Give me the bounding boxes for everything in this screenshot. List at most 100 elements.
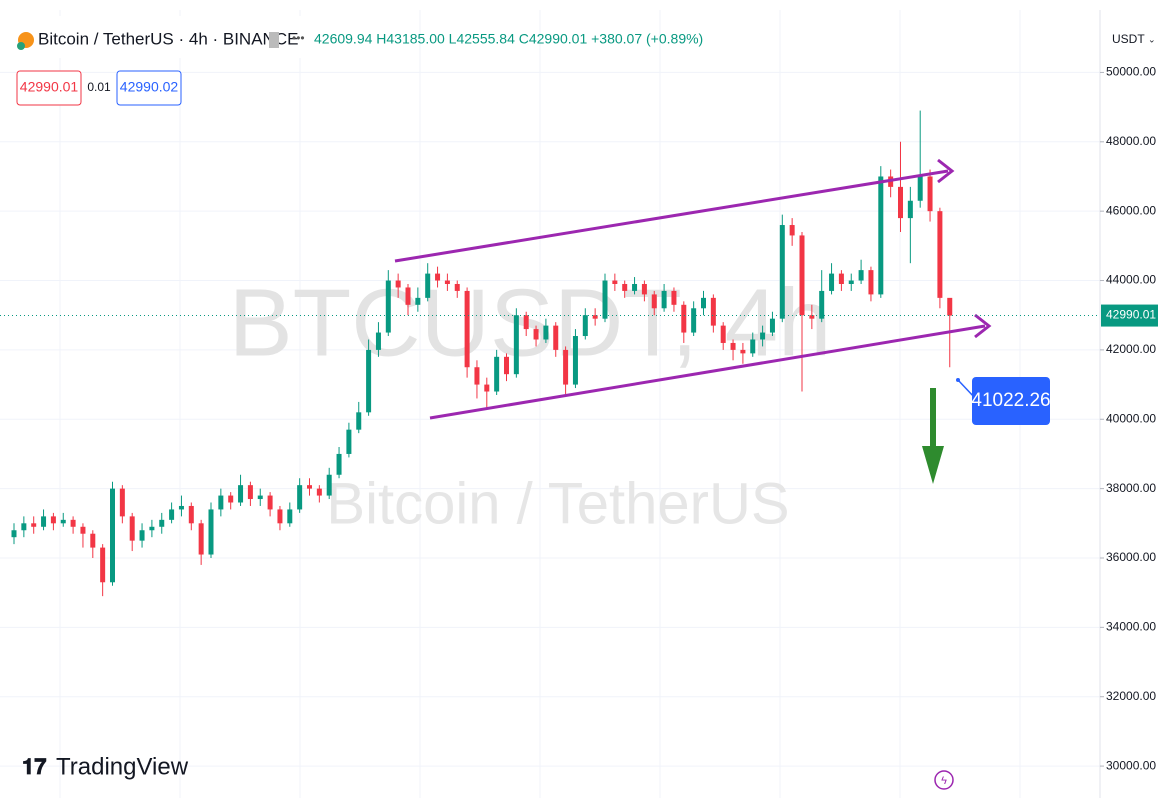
y-tick-label: 50000.00 <box>1106 65 1156 79</box>
currency[interactable]: USDT <box>1112 32 1145 46</box>
candle-body <box>829 273 835 291</box>
y-axis: 30000.00 32000.00 34000.00 36000.00 38000.00… <box>1100 65 1156 772</box>
candle-body <box>198 523 204 555</box>
candle-body <box>139 530 145 541</box>
candle-body <box>21 523 27 531</box>
candle-body <box>415 297 421 305</box>
candle-body <box>582 315 588 337</box>
y-tick-label: 36000.00 <box>1106 550 1156 564</box>
candle-body <box>100 547 106 583</box>
candle-body <box>799 235 805 316</box>
currency-button[interactable] <box>1102 22 1156 56</box>
y-tick-label: 40000.00 <box>1106 411 1156 425</box>
candle-body <box>238 485 244 503</box>
candle-body <box>178 505 184 510</box>
candle-body <box>592 315 598 319</box>
y-tick-label: 32000.00 <box>1106 689 1156 703</box>
candle-body <box>188 505 194 524</box>
buy-price[interactable]: 42990.02 <box>120 79 179 95</box>
candle-body <box>789 225 795 236</box>
candle-body <box>769 318 775 333</box>
tether-icon <box>17 42 25 50</box>
candle-body <box>484 384 490 392</box>
annotation-box <box>972 377 1050 425</box>
candle-body <box>740 349 746 354</box>
candle-body <box>927 176 933 212</box>
candle-body <box>553 325 559 350</box>
candle-body <box>701 297 706 309</box>
candle-body <box>444 280 450 284</box>
candle-body <box>868 270 874 295</box>
candle-body <box>297 485 303 510</box>
candle-body <box>425 273 431 298</box>
candle-body <box>80 526 86 534</box>
candle-body <box>937 211 943 298</box>
down-arrow <box>922 388 944 484</box>
candle-body <box>622 283 628 291</box>
candle-body <box>119 488 125 517</box>
candle-body <box>563 349 569 385</box>
candle-body <box>632 283 638 291</box>
candle-body <box>247 485 253 500</box>
y-tick-label: 38000.00 <box>1106 481 1156 495</box>
candle-body <box>307 485 312 489</box>
grid <box>0 71 1100 767</box>
y-tick-label: 44000.00 <box>1106 273 1156 287</box>
header-bg <box>12 16 314 58</box>
candle-body <box>760 332 766 340</box>
candle-body <box>169 509 175 520</box>
candle-body <box>681 304 687 333</box>
candle-body <box>159 519 165 527</box>
candle-body <box>356 412 362 430</box>
candle-body <box>405 287 411 305</box>
candle-body <box>710 297 716 326</box>
y-tick-label: 46000.00 <box>1106 203 1156 217</box>
candle-body <box>464 290 470 368</box>
candle-body <box>641 283 647 295</box>
candle-body <box>454 283 460 291</box>
candle-body <box>602 280 608 319</box>
candle-body <box>257 495 263 500</box>
lightning-icon[interactable] <box>934 770 954 790</box>
candles <box>11 110 953 597</box>
candle-body <box>858 270 864 281</box>
annotation-dot <box>956 378 960 382</box>
candle-body <box>395 280 401 288</box>
flag-icon <box>269 32 279 48</box>
candle-body <box>898 186 903 219</box>
candle-body <box>907 200 913 219</box>
buy-button[interactable] <box>116 70 182 106</box>
candle-body <box>474 367 480 385</box>
spread: 0.01 <box>87 80 111 94</box>
candle-body <box>651 294 657 309</box>
candle-body <box>228 495 234 503</box>
logo-mark: 𝟏𝟕 <box>22 754 47 779</box>
candle-body <box>917 176 923 201</box>
symbol-title: Bitcoin / TetherUS · 4h · BINANCE <box>38 29 298 48</box>
candle-body <box>287 509 293 524</box>
more-icon[interactable]: ••• <box>292 31 305 45</box>
y-tick-label: 34000.00 <box>1106 620 1156 634</box>
ohlc-values: 42609.94 H43185.00 L42555.84 C42990.01 +… <box>314 31 703 47</box>
candle-body <box>50 516 56 524</box>
candle-body <box>661 290 667 309</box>
candle-body <box>267 495 273 510</box>
candle-body <box>848 280 854 284</box>
candle-body <box>947 297 953 316</box>
y-tick-label: 48000.00 <box>1106 134 1156 148</box>
candle-body <box>523 315 529 330</box>
watermark-subtitle: Bitcoin / TetherUS <box>326 471 789 536</box>
candle-body <box>366 349 372 413</box>
candle-body <box>612 280 618 284</box>
candle-body <box>543 325 549 340</box>
candle-body <box>720 325 726 343</box>
candle-body <box>277 509 283 524</box>
sell-price[interactable]: 42990.01 <box>20 79 79 95</box>
channel <box>394 158 992 420</box>
y-tick-label: 42000.00 <box>1106 342 1156 356</box>
sell-button[interactable] <box>16 70 82 106</box>
candle-body <box>878 176 884 295</box>
candle-body <box>70 519 76 527</box>
candle-body <box>60 519 66 524</box>
